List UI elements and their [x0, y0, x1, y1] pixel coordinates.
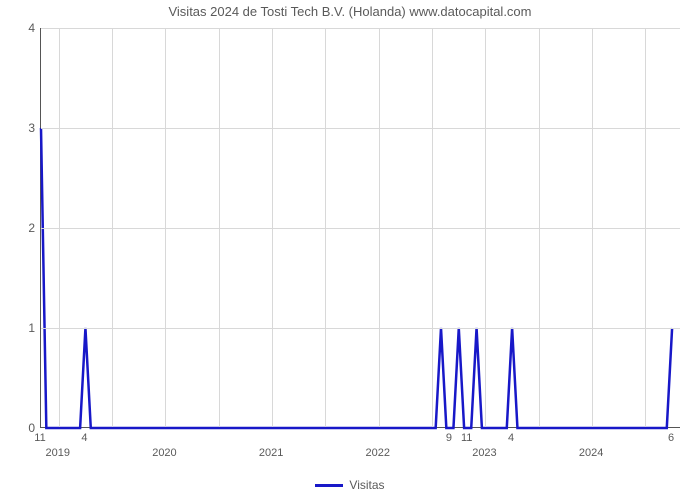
x-tick-major: 2019 [46, 447, 70, 459]
grid-line-v [219, 28, 220, 427]
grid-line-h [41, 28, 680, 29]
grid-line-v [379, 28, 380, 427]
legend: Visitas [0, 478, 700, 492]
x-tick-minor: 4 [81, 432, 87, 444]
grid-line-v [272, 28, 273, 427]
legend-label: Visitas [349, 478, 384, 492]
grid-line-h [41, 128, 680, 129]
y-tick-label: 1 [5, 321, 35, 335]
x-tick-minor: 4 [508, 432, 514, 444]
series-line [41, 128, 672, 428]
y-tick-label: 2 [5, 221, 35, 235]
grid-line-v [325, 28, 326, 427]
x-tick-major: 2020 [152, 447, 176, 459]
grid-line-v [539, 28, 540, 427]
x-tick-minor: 11 [34, 432, 45, 444]
grid-line-v [485, 28, 486, 427]
y-tick-label: 3 [5, 121, 35, 135]
x-tick-minor: 9 [446, 432, 452, 444]
x-tick-major: 2022 [366, 447, 390, 459]
plot-area [40, 28, 680, 428]
grid-line-v [165, 28, 166, 427]
grid-line-v [592, 28, 593, 427]
legend-swatch [315, 484, 343, 487]
chart-container: Visitas 2024 de Tosti Tech B.V. (Holanda… [0, 0, 700, 500]
x-tick-major: 2021 [259, 447, 283, 459]
chart-title: Visitas 2024 de Tosti Tech B.V. (Holanda… [0, 4, 700, 19]
x-tick-major: 2024 [579, 447, 603, 459]
grid-line-v [59, 28, 60, 427]
grid-line-h [41, 328, 680, 329]
x-tick-minor: 6 [668, 432, 674, 444]
y-tick-label: 0 [5, 421, 35, 435]
x-tick-minor: 11 [461, 432, 472, 444]
grid-line-v [112, 28, 113, 427]
y-tick-label: 4 [5, 21, 35, 35]
x-tick-major: 2023 [472, 447, 496, 459]
grid-line-v [645, 28, 646, 427]
grid-line-v [432, 28, 433, 427]
grid-line-h [41, 228, 680, 229]
